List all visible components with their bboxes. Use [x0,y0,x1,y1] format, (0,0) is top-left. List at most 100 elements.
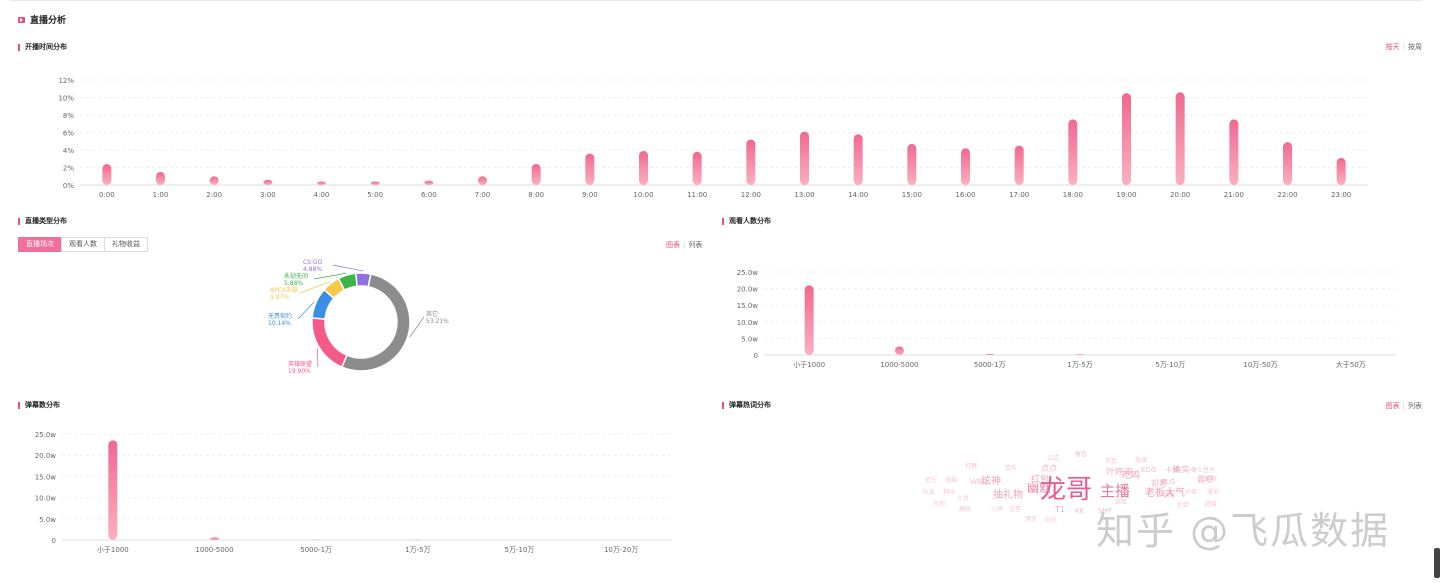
bar [1014,145,1024,185]
x-tick-label: 13:00 [794,191,814,199]
tab-viewers[interactable]: 观看人数 [61,237,105,252]
bar [531,164,541,185]
x-tick-label: 17:00 [1009,191,1029,199]
x-tick-label: 1万-5万 [405,546,430,554]
y-tick-label: 5.0w [39,516,56,524]
viewers-distribution-chart: 0 5.0w 10.0w 15.0w 20.0w 25.0w 小于1000 1000-5000… [737,269,1396,369]
toggle-list-view[interactable]: 列表 [1408,402,1422,410]
hotword: 红包 [1031,473,1049,485]
tab-live-sessions[interactable]: 直播场次 [18,237,62,252]
x-tick-label: 5000-1万 [974,361,1006,369]
y-tick-label: 4% [63,147,74,155]
hotword: 孙亚 [1185,488,1197,496]
type-view-toggle: 图表 | 列表 [666,241,703,249]
hotword: 京东 [1005,464,1017,472]
section-marker [18,217,20,225]
hotword: T1 [1054,505,1065,514]
section-marker [18,401,20,409]
x-tick-label: 10万-20万 [604,546,638,554]
toggle-by-week[interactable]: 按周 [1408,43,1422,51]
bar [800,131,809,185]
scrollbar[interactable] [1434,548,1440,578]
bar [156,171,165,185]
type-section-title-text: 直播类型分布 [25,217,67,225]
bar [692,151,702,185]
x-tick-label: 8:00 [528,191,544,199]
x-tick-label: 19:00 [1116,191,1136,199]
y-tick-label: 8% [63,112,74,120]
bar [746,139,756,185]
x-tick-label: 5万-10万 [1155,361,1185,369]
bar [907,143,917,185]
bar [804,285,814,355]
slice-label: 无畏契约 [268,312,292,320]
hotword: 瑶瑶 [1115,499,1127,506]
hotword: 冠军 [925,477,937,484]
x-tick-label: 23:00 [1331,191,1351,199]
donut-slice [354,272,372,288]
x-tick-label: 1000-5000 [195,546,233,554]
y-tick-label: 15.0w [35,473,57,481]
hotword: SHY [1098,507,1113,515]
slice-label: 永劫无间 [284,272,308,280]
hotword: 小捷土豆子 [1185,466,1215,474]
tab-gift-revenue[interactable]: 礼物收益 [104,237,148,252]
hotword: 湮灭 [1025,515,1037,523]
hotword: 龙哥 [1040,475,1092,505]
type-section-title: 直播类型分布 [18,216,67,226]
slice-pct: 53.21% [426,318,449,325]
bar [102,164,112,185]
hotword: 卡邦 [1165,465,1179,474]
bar [585,153,595,185]
danmu-section-title: 弹幕数分布 [18,400,60,410]
hotword-section-title-text: 弹幕热词分布 [729,401,771,409]
section-marker [722,217,724,225]
toggle-chart-view[interactable]: 图表 [1385,402,1400,410]
time-granularity-toggle: 按天 | 按周 [1385,43,1422,51]
hotword: 鹿晗 [959,505,971,513]
section-marker [722,401,724,409]
hotword: 公式 [1047,454,1059,462]
slice-pct: 10.14% [268,320,291,327]
bar [894,346,904,355]
bar [209,176,219,185]
slice-label: CS:GO [303,259,323,266]
hotword: 狗叫 [943,488,955,496]
toggle-list-view[interactable]: 列表 [688,241,703,249]
slice-label: 英雄联盟 [288,360,312,368]
slice-label: APEX英雄 [270,286,298,294]
hotword: BLG [1161,478,1175,486]
type-metric-tabs: 直播场次 观看人数 礼物收益 [18,237,148,252]
bar [1175,92,1185,185]
y-tick-label: 25.0w [737,269,759,277]
page-title-text: 直播分析 [30,16,67,26]
x-tick-label: 小于1000 [97,545,129,554]
y-tick-label: 10% [58,95,74,103]
hotword: 队友 [923,488,935,496]
y-tick-label: 20.0w [35,452,57,460]
toggle-by-day[interactable]: 按天 [1385,43,1400,51]
bar [1122,93,1131,185]
hotword: 大狗 [933,500,945,508]
y-tick-label: 0% [63,182,74,190]
time-section-title-text: 开播时间分布 [25,43,67,51]
viewers-section-title-text: 观看人数分布 [729,217,771,225]
bar [317,181,326,185]
slice-label: 其它 [426,310,438,318]
bar [1229,119,1239,185]
x-tick-label: 5万-10万 [505,546,535,554]
top-divider [10,0,1422,1]
hotword-section-title: 弹幕热词分布 [722,400,771,410]
hotword: 确实 [1173,464,1189,474]
hotword: 阳光 [1045,516,1057,524]
bar [478,176,487,185]
bar [1075,354,1085,355]
bar [1283,142,1292,185]
y-tick-label: 2% [63,165,74,173]
x-tick-label: 16:00 [955,191,975,199]
hotword: 叶咚鸡 [1106,466,1133,478]
bar [263,179,273,185]
toggle-chart-view[interactable]: 图表 [666,241,680,249]
x-tick-label: 0:00 [99,191,115,199]
hotword: 小虎 [991,505,1003,513]
